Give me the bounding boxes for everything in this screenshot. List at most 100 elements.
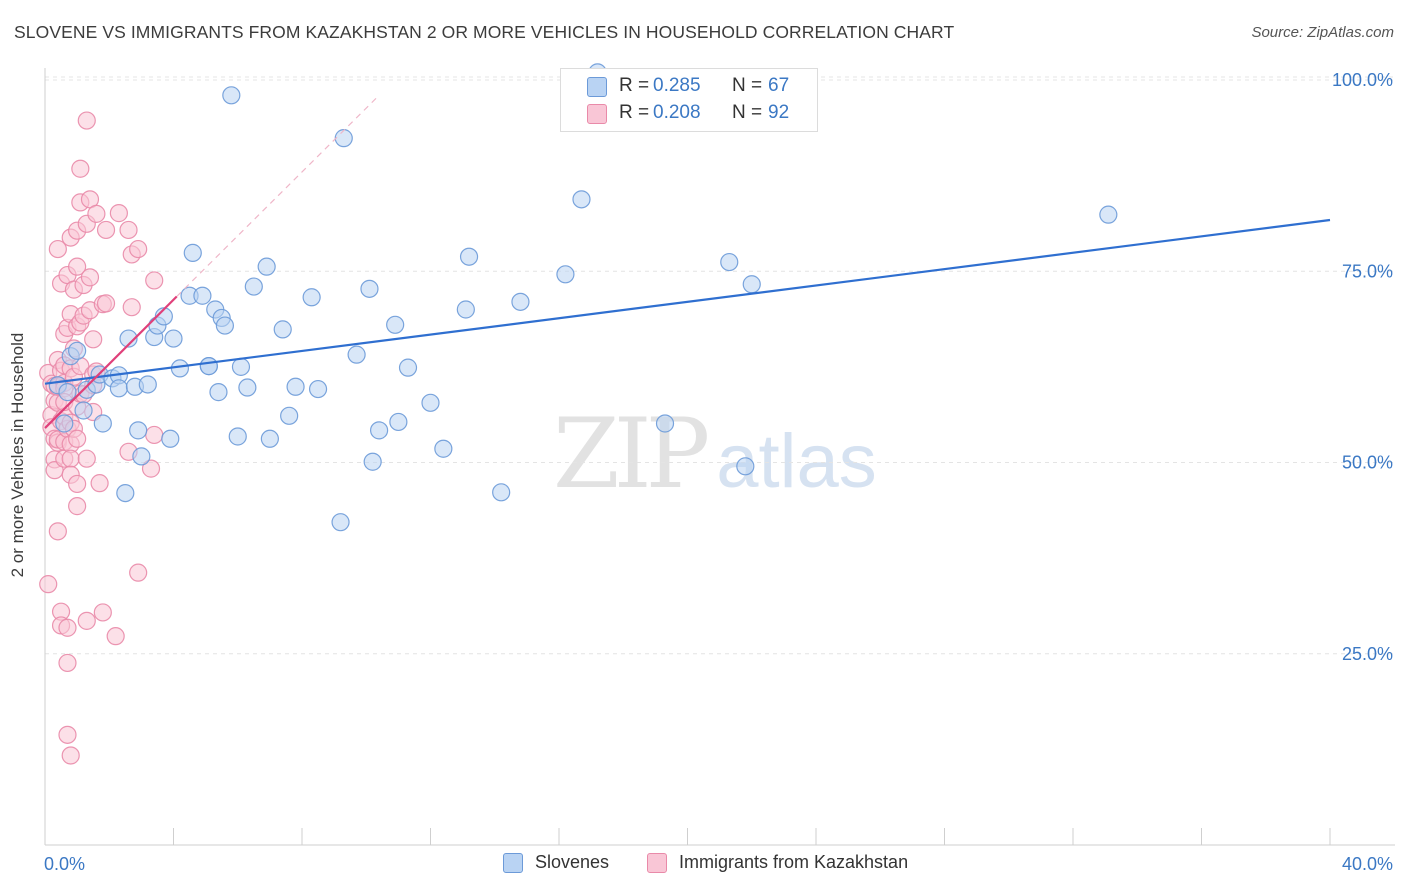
slovenes-point bbox=[183, 243, 202, 262]
slovenes-point bbox=[129, 421, 148, 440]
slovenes-point bbox=[459, 247, 479, 266]
slovenes-point bbox=[286, 377, 305, 396]
stats-legend: R = 0.285 N = 67 R = 0.208 N = 92 bbox=[560, 68, 818, 132]
bottom-legend-label-kazakhstan: Immigrants from Kazakhstan bbox=[679, 852, 909, 872]
kazakhstan-point bbox=[48, 522, 67, 541]
slovenes-point bbox=[228, 427, 247, 446]
legend-r-value-slovenes: 0.285 bbox=[653, 75, 701, 96]
kazakhstan-point bbox=[68, 429, 87, 448]
slovenes-point bbox=[260, 429, 279, 448]
x-tick-label-left: 0.0% bbox=[44, 854, 85, 874]
y-tick-label: 100.0% bbox=[1332, 70, 1393, 90]
legend-n-value-slovenes: 67 bbox=[768, 75, 790, 96]
kazakhstan-point bbox=[129, 563, 148, 582]
trend-line-kazakhstan-extension bbox=[176, 94, 380, 297]
slovenes-point bbox=[58, 383, 77, 402]
kazakhstan-point bbox=[129, 239, 148, 259]
kazakhstan-point bbox=[77, 111, 96, 130]
slovenes-point bbox=[222, 86, 241, 105]
slovenes-point bbox=[334, 129, 353, 148]
slovenes-point bbox=[308, 379, 328, 399]
y-tick-label: 50.0% bbox=[1342, 453, 1393, 473]
slovenes-point bbox=[170, 359, 190, 378]
kazakhstan-point bbox=[90, 474, 109, 493]
slovenes-point bbox=[273, 320, 292, 339]
slovenes-point bbox=[161, 429, 180, 448]
kazakhstan-point bbox=[96, 220, 116, 240]
kazakhstan-point bbox=[68, 257, 87, 276]
slovenes-point bbox=[132, 447, 151, 466]
kazakhstan-point bbox=[58, 725, 77, 744]
kazakhstan-point bbox=[87, 204, 106, 223]
slovenes-point bbox=[238, 378, 257, 397]
slovenes-point bbox=[93, 414, 112, 433]
slovenes-point bbox=[116, 484, 135, 503]
legend-n-label: N = bbox=[732, 102, 763, 123]
slovenes-point bbox=[421, 393, 440, 412]
slovenes-point bbox=[370, 421, 389, 440]
legend-r-label: R = bbox=[619, 102, 650, 123]
bottom-legend-swatch-kazakhstan bbox=[647, 853, 667, 873]
watermark-zip: ZIP bbox=[553, 398, 710, 510]
kazakhstan-point bbox=[141, 459, 161, 478]
slovenes-point bbox=[742, 275, 761, 294]
slovenes-point bbox=[199, 357, 218, 376]
slovenes-point bbox=[363, 452, 382, 471]
kazakhstan-point bbox=[145, 271, 164, 290]
legend-r-value-kazakhstan: 0.208 bbox=[653, 102, 701, 123]
trend-line-slovenes bbox=[44, 218, 1331, 385]
slovenes-point bbox=[492, 483, 511, 502]
slovenes-point bbox=[736, 457, 755, 476]
y-tick-label: 25.0% bbox=[1342, 644, 1393, 664]
trend-lines bbox=[44, 94, 1331, 429]
slovenes-point bbox=[655, 414, 675, 433]
slovenes-point bbox=[434, 439, 453, 458]
slovenes-point bbox=[109, 379, 128, 398]
slovenes-point bbox=[572, 190, 591, 209]
slovenes-point bbox=[164, 329, 183, 348]
kazakhstan-point bbox=[68, 474, 87, 494]
kazakhstan-point bbox=[61, 746, 80, 765]
kazakhstan-point bbox=[58, 653, 77, 673]
watermark: ZIP atlas bbox=[553, 398, 877, 510]
kazakhstan-point bbox=[77, 449, 96, 468]
slovenes-point bbox=[215, 316, 234, 335]
kazakhstan-point bbox=[119, 220, 138, 240]
series-kazakhstan-points bbox=[39, 111, 164, 765]
kazakhstan-point bbox=[71, 159, 90, 178]
slovenes-point bbox=[360, 279, 379, 298]
slovenes-point bbox=[74, 401, 93, 420]
slovenes-point bbox=[68, 341, 87, 360]
slovenes-point bbox=[193, 286, 212, 305]
slovenes-point bbox=[257, 257, 276, 276]
slovenes-point bbox=[389, 412, 408, 432]
x-tick-label-right: 40.0% bbox=[1342, 854, 1393, 874]
kazakhstan-point bbox=[93, 603, 112, 622]
slovenes-point bbox=[456, 300, 475, 319]
kazakhstan-point bbox=[106, 627, 125, 646]
kazakhstan-point bbox=[58, 618, 77, 637]
slovenes-point bbox=[280, 406, 299, 425]
slovenes-point bbox=[720, 252, 739, 272]
slovenes-point bbox=[511, 292, 530, 311]
slovenes-point bbox=[331, 513, 350, 532]
kazakhstan-point bbox=[80, 268, 100, 287]
chart-title: SLOVENE VS IMMIGRANTS FROM KAZAKHSTAN 2 … bbox=[14, 22, 955, 42]
chart-source: Source: ZipAtlas.com bbox=[1251, 24, 1394, 41]
series-slovenes-points bbox=[48, 63, 1118, 532]
kazakhstan-point bbox=[84, 330, 103, 349]
slovenes-point bbox=[302, 288, 321, 307]
slovenes-point bbox=[231, 357, 251, 376]
slovenes-point bbox=[347, 345, 366, 364]
bottom-legend-swatch-slovenes bbox=[503, 853, 523, 873]
bottom-legend-label-slovenes: Slovenes bbox=[535, 852, 610, 872]
legend-n-label: N = bbox=[732, 75, 763, 96]
kazakhstan-point bbox=[77, 611, 96, 630]
legend-r-label: R = bbox=[619, 75, 650, 96]
trend-line-kazakhstan bbox=[44, 295, 178, 429]
slovenes-point bbox=[398, 358, 418, 377]
legend-n-value-kazakhstan: 92 bbox=[768, 102, 790, 123]
tick-labels: 25.0% 50.0% 75.0% 100.0% 0.0% 40.0% bbox=[44, 70, 1393, 874]
slovenes-point bbox=[386, 315, 405, 334]
kazakhstan-point bbox=[61, 449, 80, 468]
